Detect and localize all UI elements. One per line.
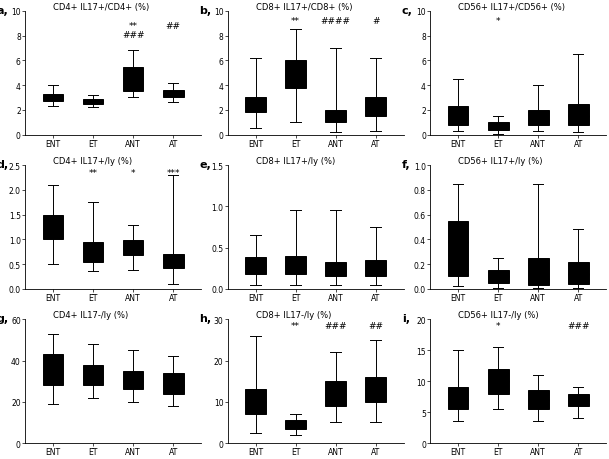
PathPatch shape [528, 258, 549, 285]
PathPatch shape [365, 377, 386, 402]
Text: f,: f, [402, 160, 410, 169]
Text: *: * [496, 17, 501, 26]
PathPatch shape [83, 242, 104, 262]
PathPatch shape [245, 390, 266, 414]
Text: **: ** [291, 17, 300, 26]
PathPatch shape [528, 111, 549, 125]
Text: CD56+ IL17+/CD56+ (%): CD56+ IL17+/CD56+ (%) [458, 3, 565, 12]
PathPatch shape [122, 67, 144, 92]
Text: CD8+ IL17-/ly (%): CD8+ IL17-/ly (%) [256, 311, 331, 319]
PathPatch shape [528, 391, 549, 409]
Text: a,: a, [0, 6, 9, 16]
Text: ##: ## [368, 321, 383, 330]
PathPatch shape [325, 381, 346, 406]
PathPatch shape [568, 104, 589, 125]
PathPatch shape [448, 387, 468, 409]
PathPatch shape [285, 61, 306, 88]
Text: c,: c, [402, 6, 413, 16]
PathPatch shape [568, 394, 589, 406]
Text: ***: *** [166, 168, 180, 178]
PathPatch shape [488, 369, 509, 394]
PathPatch shape [488, 123, 509, 130]
PathPatch shape [448, 221, 468, 277]
PathPatch shape [163, 373, 183, 394]
Text: ##: ## [166, 22, 181, 31]
PathPatch shape [122, 371, 144, 390]
Text: CD4+ IL17+/CD4+ (%): CD4+ IL17+/CD4+ (%) [53, 3, 149, 12]
PathPatch shape [83, 100, 104, 104]
Text: CD4+ IL17+/ly (%): CD4+ IL17+/ly (%) [53, 157, 132, 166]
Text: ###: ### [567, 321, 590, 330]
Text: d,: d, [0, 160, 9, 169]
PathPatch shape [365, 98, 386, 117]
PathPatch shape [163, 255, 183, 269]
Text: *: * [496, 321, 501, 330]
PathPatch shape [245, 258, 266, 274]
PathPatch shape [325, 263, 346, 277]
Text: ####: #### [320, 17, 351, 26]
PathPatch shape [245, 98, 266, 113]
PathPatch shape [488, 271, 509, 283]
Text: g,: g, [0, 313, 9, 324]
Text: **: ** [128, 22, 138, 31]
PathPatch shape [43, 215, 63, 240]
Text: ###: ### [122, 31, 144, 40]
PathPatch shape [365, 260, 386, 277]
Text: #: # [372, 17, 379, 26]
PathPatch shape [163, 91, 183, 98]
Text: **: ** [291, 321, 300, 330]
PathPatch shape [83, 365, 104, 386]
PathPatch shape [285, 420, 306, 429]
Text: i,: i, [402, 313, 410, 324]
PathPatch shape [448, 107, 468, 125]
PathPatch shape [285, 256, 306, 274]
Text: *: * [131, 168, 135, 178]
PathPatch shape [43, 95, 63, 102]
Text: CD56+ IL17-/ly (%): CD56+ IL17-/ly (%) [458, 311, 539, 319]
Text: ###: ### [325, 321, 347, 330]
PathPatch shape [122, 241, 144, 256]
Text: CD4+ IL17-/ly (%): CD4+ IL17-/ly (%) [53, 311, 128, 319]
Text: **: ** [88, 168, 97, 178]
Text: CD8+ IL17+/ly (%): CD8+ IL17+/ly (%) [256, 157, 335, 166]
Text: CD56+ IL17+/ly (%): CD56+ IL17+/ly (%) [458, 157, 543, 166]
Text: h,: h, [199, 313, 211, 324]
Text: e,: e, [199, 160, 211, 169]
PathPatch shape [325, 111, 346, 123]
PathPatch shape [43, 355, 63, 386]
PathPatch shape [568, 262, 589, 284]
Text: b,: b, [199, 6, 211, 16]
Text: CD8+ IL17+/CD8+ (%): CD8+ IL17+/CD8+ (%) [256, 3, 352, 12]
